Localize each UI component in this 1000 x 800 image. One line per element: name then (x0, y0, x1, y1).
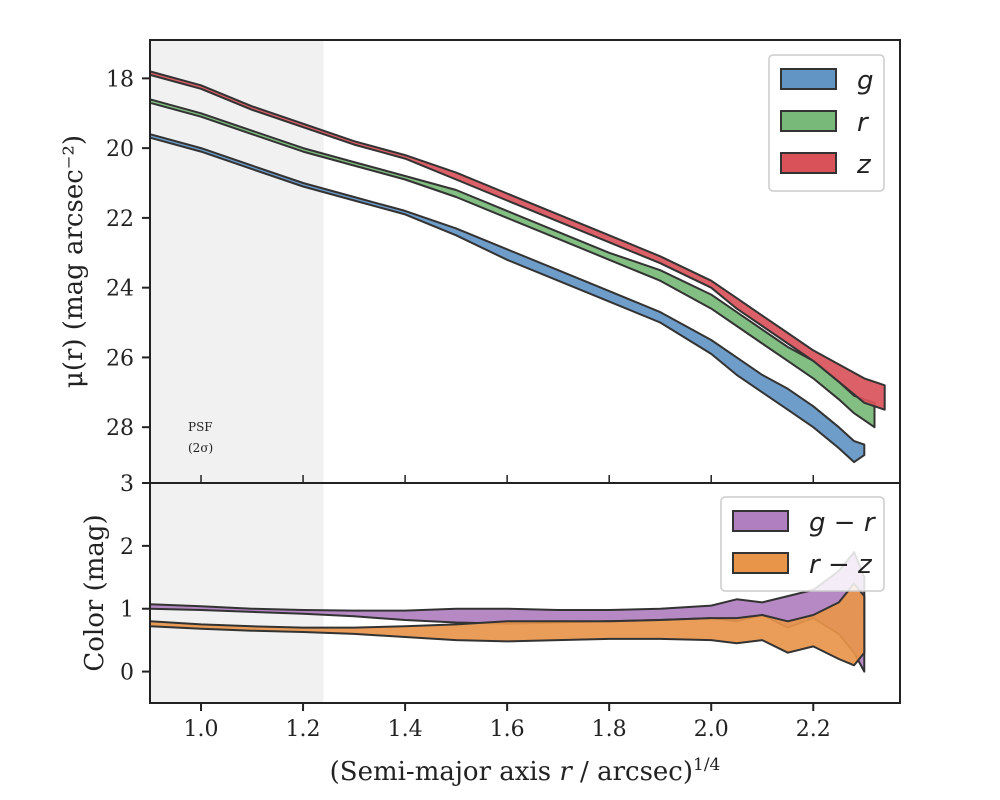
legend-swatch (732, 510, 789, 532)
y-tick-label: 0 (120, 661, 134, 686)
x-tick-label: 1.2 (286, 717, 321, 742)
y-tick-label: 1 (120, 598, 134, 623)
legend-label: z (856, 150, 872, 180)
psf-shaded-region (150, 40, 324, 483)
x-tick-label: 2.2 (796, 717, 831, 742)
legend-swatch (732, 552, 789, 574)
color-y-axis-label: Color (mag) (80, 514, 110, 671)
x-axis-label-main: (Semi-major axis (330, 757, 560, 787)
y-tick-label: 24 (106, 277, 134, 302)
color-bands (149, 551, 866, 673)
x-tick-label: 2.0 (694, 717, 729, 742)
x-tick-label: 1.0 (184, 717, 219, 742)
top-y-axis-ticks: 18 20 22 24 26 28 (106, 67, 150, 441)
band-gr (149, 551, 866, 673)
psf-label-line2: (2σ) (188, 441, 213, 455)
color-legend: g − r r − z (720, 496, 885, 592)
band-rz (149, 582, 866, 667)
bottom-y-axis-ticks: 0 1 2 3 (120, 472, 150, 686)
bottom-panel-frame (149, 482, 901, 704)
y-tick-label: 20 (106, 137, 134, 162)
y-tick-label: 22 (106, 207, 134, 232)
band-z (149, 70, 886, 411)
surface-brightness-y-axis-label: μ(r) (mag arcsec⁻²) (59, 135, 89, 388)
legend-label: r (857, 108, 870, 138)
legend-label: r − z (809, 550, 873, 580)
psf-label-line1: PSF (188, 420, 213, 434)
legend-label: g (857, 66, 874, 96)
x-axis-ticks: 1.0 1.2 1.4 1.6 1.8 2.0 2.2 (184, 475, 831, 742)
legend-swatch (780, 152, 837, 174)
color-panel: 0 1 2 3 1.0 1.2 1.4 1.6 1.8 2.0 2.2 Color (mag) (… (80, 472, 901, 787)
x-tick-label: 1.4 (388, 717, 423, 742)
y-tick-label: 18 (106, 67, 134, 92)
legend-label: g − r (809, 508, 877, 538)
surface-brightness-bands (149, 70, 886, 464)
x-axis-label-exponent: 1/4 (693, 755, 720, 775)
band-legend: grz (768, 54, 885, 192)
y-tick-label: 2 (120, 535, 134, 560)
band-r (149, 98, 876, 429)
x-tick-label: 1.8 (592, 717, 627, 742)
surface-brightness-panel: 18 20 22 24 26 28 PSF (2σ) μ(r) (mag arcsec⁻²… (59, 39, 901, 484)
y-tick-label: 28 (106, 416, 134, 441)
x-axis-label: (Semi-major axis r / arcsec)1/4 (330, 755, 721, 787)
band-g (149, 133, 866, 464)
y-tick-label: 26 (106, 346, 134, 371)
psf-shaded-region-lower (150, 483, 324, 703)
x-tick-label: 1.6 (490, 717, 525, 742)
legend-swatch (780, 68, 837, 90)
y-tick-label: 3 (120, 472, 134, 497)
x-axis-label-var: r (559, 757, 573, 787)
legend-swatch (780, 110, 837, 132)
x-axis-label-rest: / arcsec) (572, 757, 693, 787)
